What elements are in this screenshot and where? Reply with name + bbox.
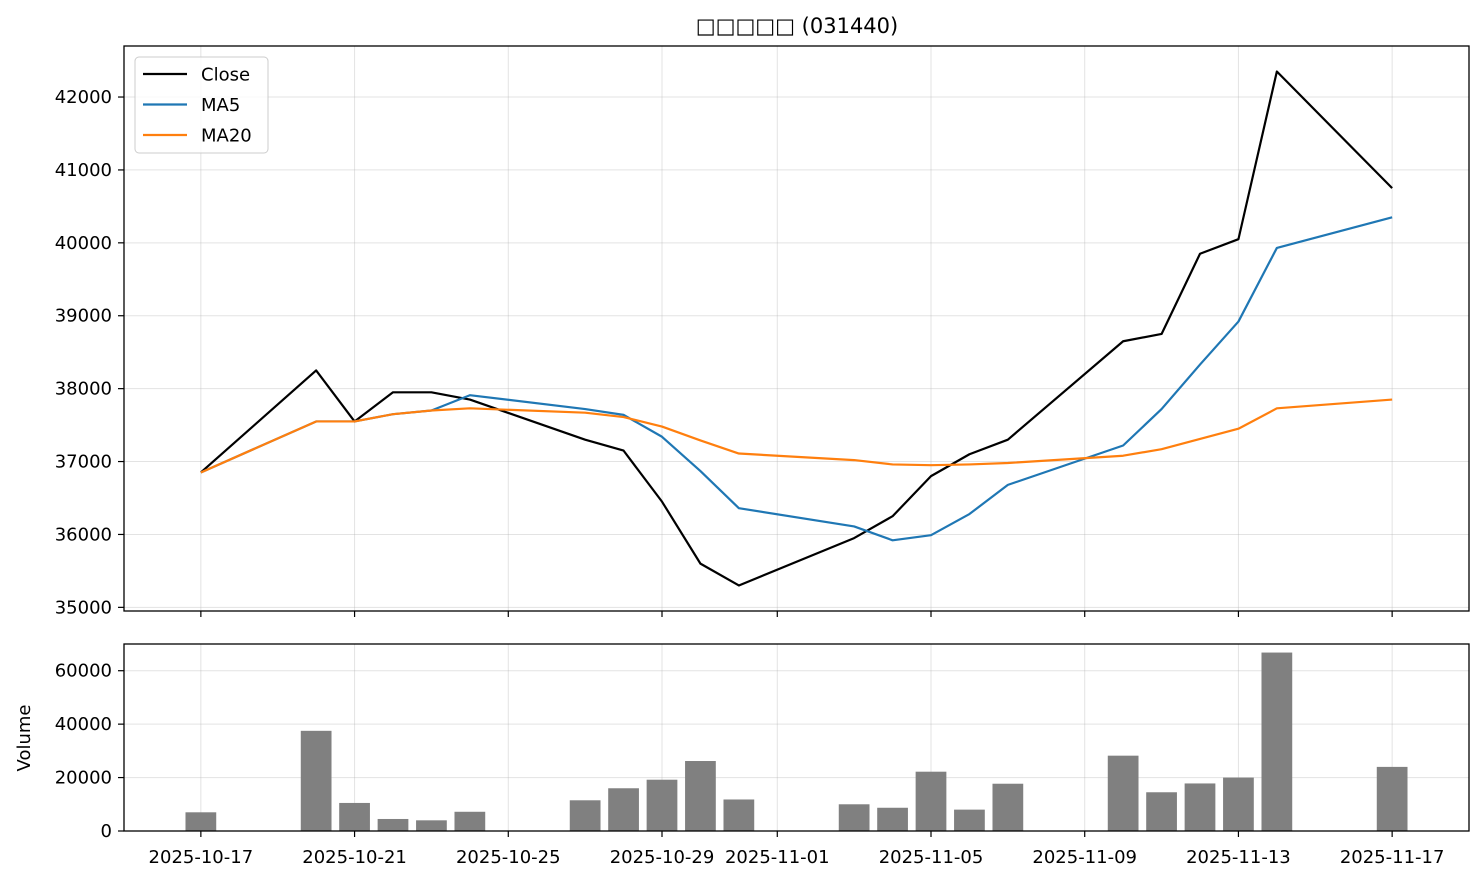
series-line-close bbox=[200, 70, 1393, 587]
volume-bar bbox=[1261, 652, 1293, 831]
x-tick-label: 2025-11-01 bbox=[725, 847, 830, 868]
volume-bar bbox=[838, 804, 870, 831]
volume-bar bbox=[1107, 755, 1139, 831]
x-tick-label: 2025-10-17 bbox=[149, 847, 254, 868]
x-tick-label: 2025-10-21 bbox=[302, 847, 407, 868]
price-axes: 35000 36000 37000 38000 39000 40000 41000 42000 bbox=[55, 45, 1470, 618]
legend-label-close: Close bbox=[201, 65, 250, 86]
volume-bar bbox=[377, 818, 409, 831]
volume-bar bbox=[339, 802, 370, 831]
legend-box bbox=[134, 56, 269, 154]
legend: Close MA5 MA20 bbox=[134, 56, 269, 154]
x-tick-label: 2025-10-25 bbox=[456, 847, 561, 868]
volume-axis-label: Volume bbox=[14, 705, 35, 772]
x-tick-label: 2025-11-05 bbox=[879, 847, 984, 868]
volume-bar bbox=[454, 811, 486, 831]
volume-bar bbox=[992, 783, 1024, 831]
x-tick-label: 2025-10-29 bbox=[610, 847, 715, 868]
volume-bar bbox=[915, 771, 947, 831]
price-axes-frame bbox=[123, 45, 1470, 612]
volume-bar bbox=[1184, 783, 1216, 831]
x-tick-label: 2025-11-13 bbox=[1186, 847, 1291, 868]
volume-bar bbox=[1376, 766, 1408, 831]
volume-bar bbox=[1146, 792, 1177, 831]
volume-bar bbox=[569, 800, 601, 831]
x-tick-label: 2025-11-09 bbox=[1032, 847, 1137, 868]
volume-y-tick-label: 0 bbox=[101, 821, 112, 842]
volume-bar bbox=[300, 730, 332, 831]
price-y-tick-label: 36000 bbox=[55, 524, 112, 545]
price-y-tick-label: 35000 bbox=[55, 597, 112, 618]
price-y-tick-label: 37000 bbox=[55, 452, 112, 473]
price-y-tick-label: 42000 bbox=[55, 87, 112, 108]
x-tick-label: 2025-11-17 bbox=[1340, 847, 1445, 868]
price-y-tick-label: 39000 bbox=[55, 306, 112, 327]
volume-bar bbox=[954, 809, 985, 831]
legend-label-ma20: MA20 bbox=[201, 126, 252, 147]
volume-y-tick-label: 40000 bbox=[55, 714, 112, 735]
volume-bar bbox=[416, 820, 447, 831]
volume-bar bbox=[1223, 777, 1254, 831]
legend-label-ma5: MA5 bbox=[201, 95, 240, 116]
price-series-lines bbox=[200, 70, 1393, 587]
volume-bar bbox=[685, 761, 716, 831]
volume-bar bbox=[185, 812, 217, 831]
volume-axes-frame bbox=[123, 643, 1470, 832]
volume-bar bbox=[877, 807, 908, 831]
series-line-ma20 bbox=[200, 398, 1393, 474]
price-grid bbox=[124, 46, 1469, 611]
volume-bar bbox=[608, 788, 639, 831]
chart-title: □□□□□ (031440) bbox=[696, 14, 898, 38]
price-y-tick-label: 38000 bbox=[55, 379, 112, 400]
price-y-tick-label: 41000 bbox=[55, 160, 112, 181]
volume-bar bbox=[646, 779, 678, 831]
volume-y-tick-label: 20000 bbox=[55, 768, 112, 789]
volume-bars bbox=[185, 652, 1408, 831]
volume-y-tick-label: 60000 bbox=[55, 661, 112, 682]
volume-axes: 0 20000 40000 60000 2025-10-17 2025-10-21 2025… bbox=[55, 643, 1470, 868]
price-y-tick-label: 40000 bbox=[55, 233, 112, 254]
volume-bar bbox=[723, 799, 755, 831]
